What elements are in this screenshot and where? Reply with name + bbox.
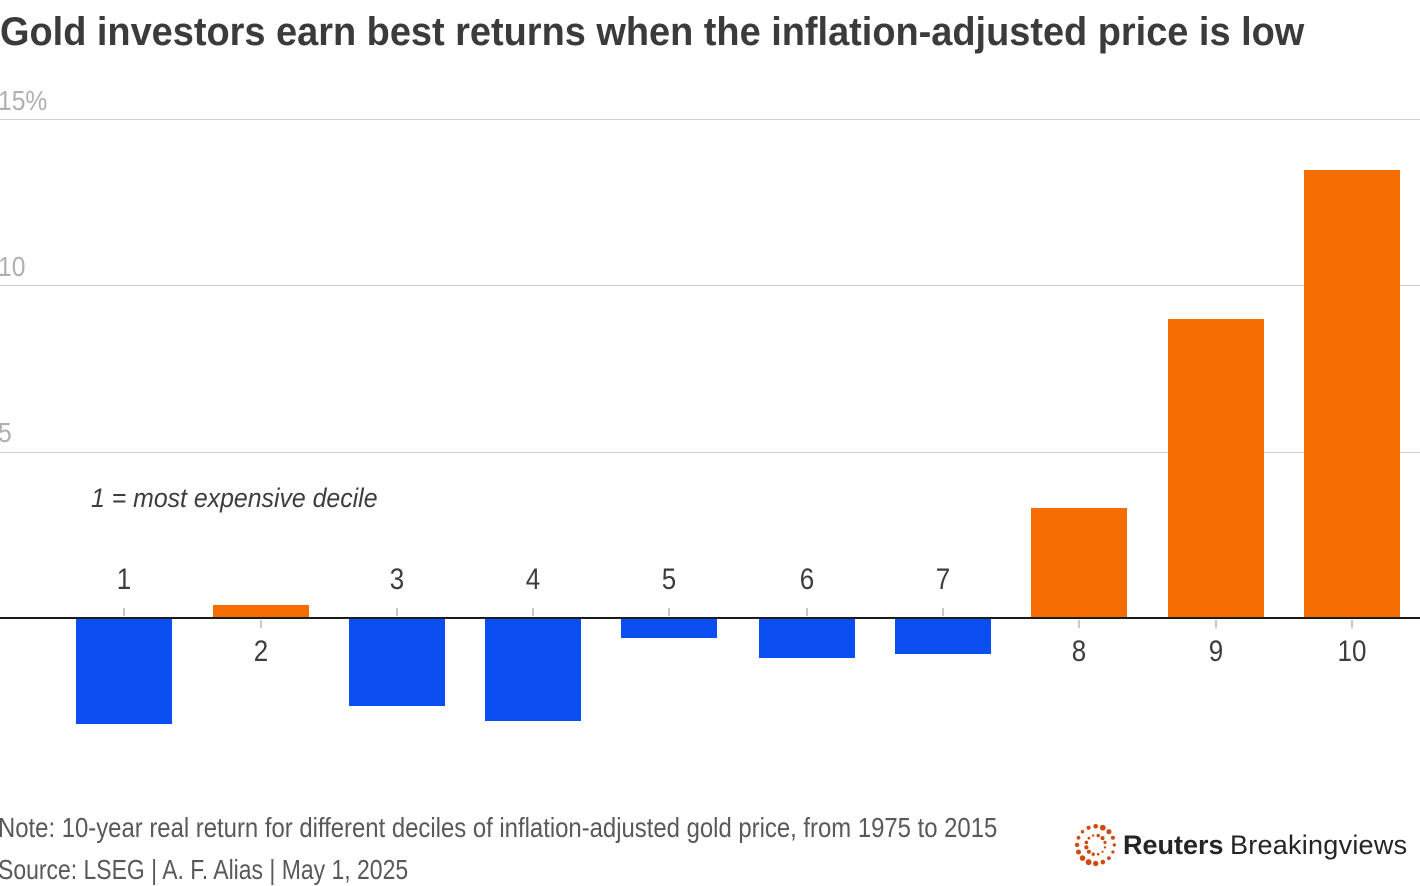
svg-text:Reuters: Reuters [1123, 830, 1224, 860]
svg-text:Breakingviews: Breakingviews [1230, 830, 1407, 860]
